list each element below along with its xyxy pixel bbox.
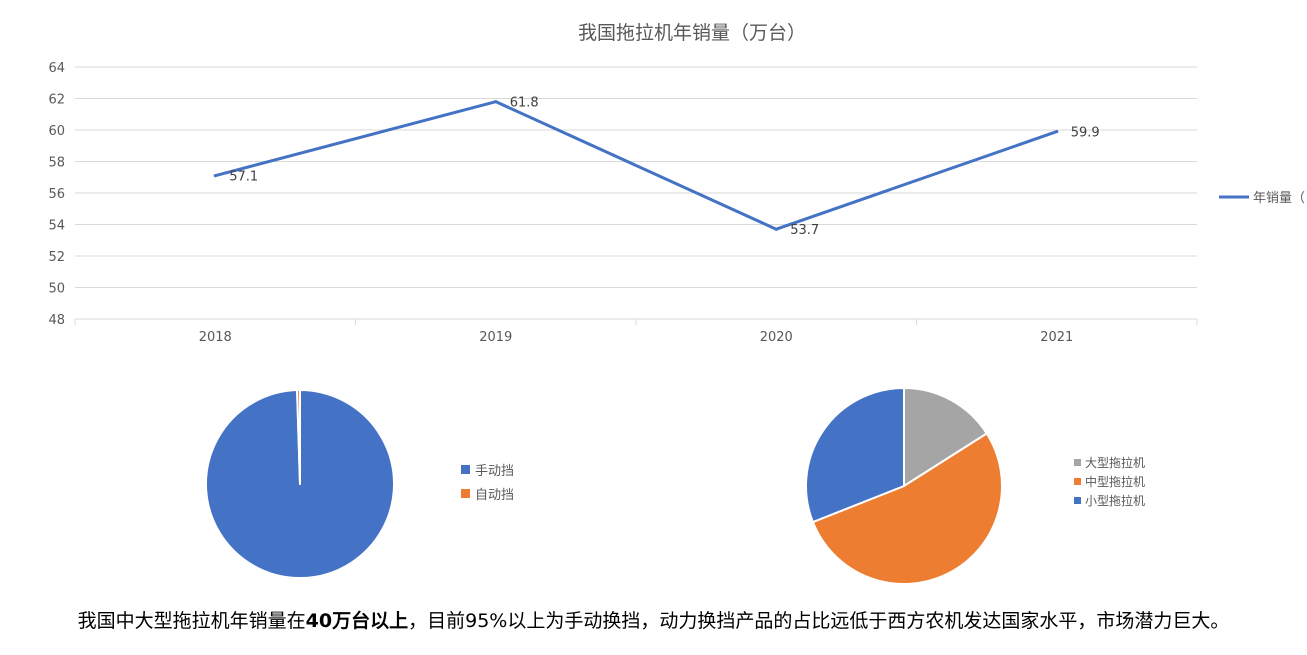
- chart-title: 我国拖拉机年销量（万台）: [578, 22, 806, 44]
- pie-slices: [805, 387, 1003, 585]
- data-point: [213, 174, 217, 178]
- legend-swatch-auto: [461, 489, 470, 498]
- y-tick-label: 58: [48, 156, 65, 171]
- x-tick-label: 2020: [760, 330, 793, 345]
- data-label: 61.8: [510, 96, 539, 111]
- data-point: [774, 227, 778, 231]
- legend-label-large: 大型拖拉机: [1085, 455, 1145, 470]
- y-tick-label: 62: [48, 93, 65, 108]
- y-tick-label: 54: [48, 219, 65, 234]
- x-axis-ticks: 2018 2019 2020 2021: [199, 330, 1074, 345]
- pie-slice: [805, 387, 905, 524]
- legend-label-small: 小型拖拉机: [1085, 493, 1145, 508]
- legend-label: 年销量（: [1253, 191, 1305, 206]
- legend: 年销量（: [1219, 191, 1305, 206]
- x-tick-label: 2021: [1040, 330, 1073, 345]
- data-point: [494, 100, 498, 104]
- tractor-size-pie-chart: 大型拖拉机 中型拖拉机 小型拖拉机: [805, 387, 1145, 585]
- y-tick-label: 50: [48, 282, 65, 297]
- legend: 大型拖拉机 中型拖拉机 小型拖拉机: [1074, 455, 1145, 508]
- caption-before: 我国中大型拖拉机年销量在: [77, 610, 306, 632]
- pie-slices: [205, 389, 395, 579]
- caption-bold: 40万台以上: [305, 610, 409, 632]
- data-labels: 57.1 61.8 53.7 59.9: [213, 96, 1100, 238]
- legend-label-manual: 手动挡: [475, 464, 514, 479]
- data-label: 53.7: [790, 223, 819, 238]
- legend-label-medium: 中型拖拉机: [1085, 474, 1145, 489]
- y-tick-label: 60: [48, 124, 65, 139]
- gear-type-pie-chart: 手动挡 自动挡: [205, 389, 514, 579]
- caption-text: 我国中大型拖拉机年销量在40万台以上，目前95%以上为手动换挡，动力换挡产品的占…: [0, 606, 1307, 633]
- y-tick-label: 64: [48, 61, 65, 76]
- data-label: 57.1: [229, 170, 258, 185]
- legend-swatch-medium: [1074, 478, 1081, 485]
- data-point: [1055, 130, 1059, 134]
- legend: 手动挡 自动挡: [461, 464, 514, 503]
- pie-slice: [811, 432, 1003, 585]
- caption-after: ，目前95%以上为手动换挡，动力换挡产品的占比远低于西方农机发达国家水平，市场潜…: [408, 610, 1230, 632]
- pie-slice: [903, 387, 988, 487]
- data-label: 59.9: [1071, 126, 1100, 141]
- y-axis-ticks: 48 50 52 54 56 58 60 62 64: [48, 61, 65, 328]
- legend-swatch-large: [1074, 459, 1081, 466]
- line-chart: 我国拖拉机年销量（万台） 48 50 52 54 56 58 60 62 64 2018 2019…: [48, 22, 1305, 345]
- pie-slice: [296, 389, 301, 485]
- series-line-annual-sales: [213, 100, 1059, 231]
- y-tick-label: 52: [48, 250, 65, 265]
- legend-swatch-manual: [461, 465, 470, 474]
- y-tick-label: 56: [48, 187, 65, 202]
- legend-label-auto: 自动挡: [475, 488, 514, 503]
- y-tick-label: 48: [48, 313, 65, 328]
- x-tick-label: 2018: [199, 330, 232, 345]
- x-tick-label: 2019: [479, 330, 512, 345]
- legend-swatch-small: [1074, 497, 1081, 504]
- grid: [74, 66, 1198, 325]
